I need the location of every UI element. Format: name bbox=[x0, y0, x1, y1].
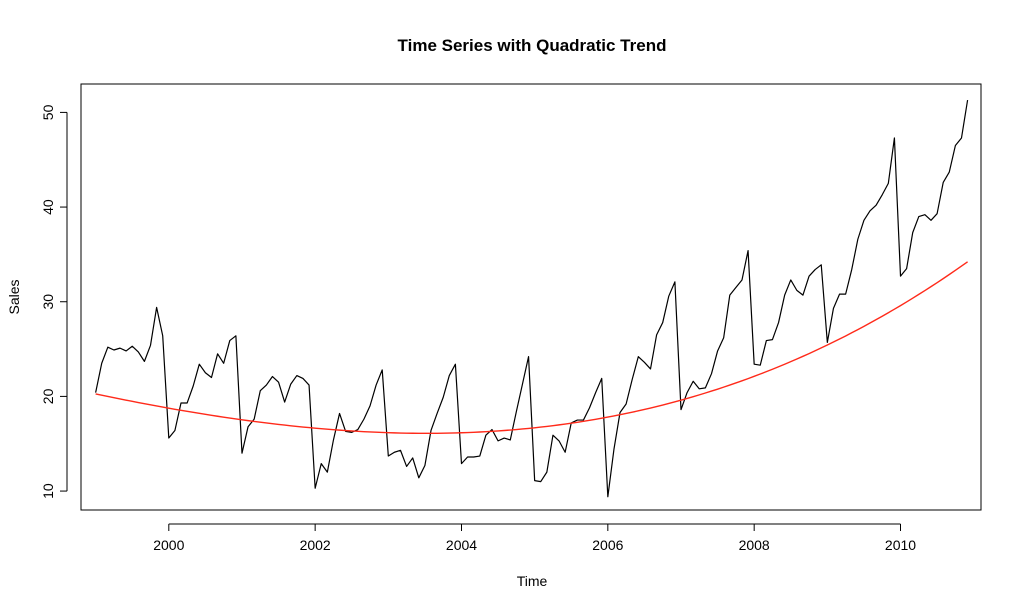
y-tick-label: 20 bbox=[40, 388, 56, 404]
y-axis-label: Sales bbox=[6, 279, 22, 314]
x-tick-label: 2006 bbox=[592, 537, 623, 553]
x-tick-label: 2002 bbox=[300, 537, 331, 553]
x-tick-label: 2010 bbox=[885, 537, 916, 553]
x-tick-label: 2008 bbox=[739, 537, 770, 553]
y-tick-label: 40 bbox=[40, 199, 56, 215]
y-tick-label: 50 bbox=[40, 104, 56, 120]
chart-title: Time Series with Quadratic Trend bbox=[398, 36, 667, 55]
sales-series-line bbox=[95, 99, 969, 498]
x-axis-label: Time bbox=[517, 573, 548, 589]
y-tick-label: 30 bbox=[40, 294, 56, 310]
y-tick-label: 10 bbox=[40, 483, 56, 499]
x-axis: 2000 2002 2004 2006 2008 2010 bbox=[153, 523, 916, 553]
series-layer bbox=[95, 99, 969, 498]
quadratic-trend-line bbox=[95, 261, 968, 435]
x-tick-label: 2004 bbox=[446, 537, 477, 553]
y-axis: 10 20 30 40 50 bbox=[40, 104, 68, 499]
plot-frame bbox=[80, 83, 982, 511]
x-tick-label: 2000 bbox=[153, 537, 184, 553]
